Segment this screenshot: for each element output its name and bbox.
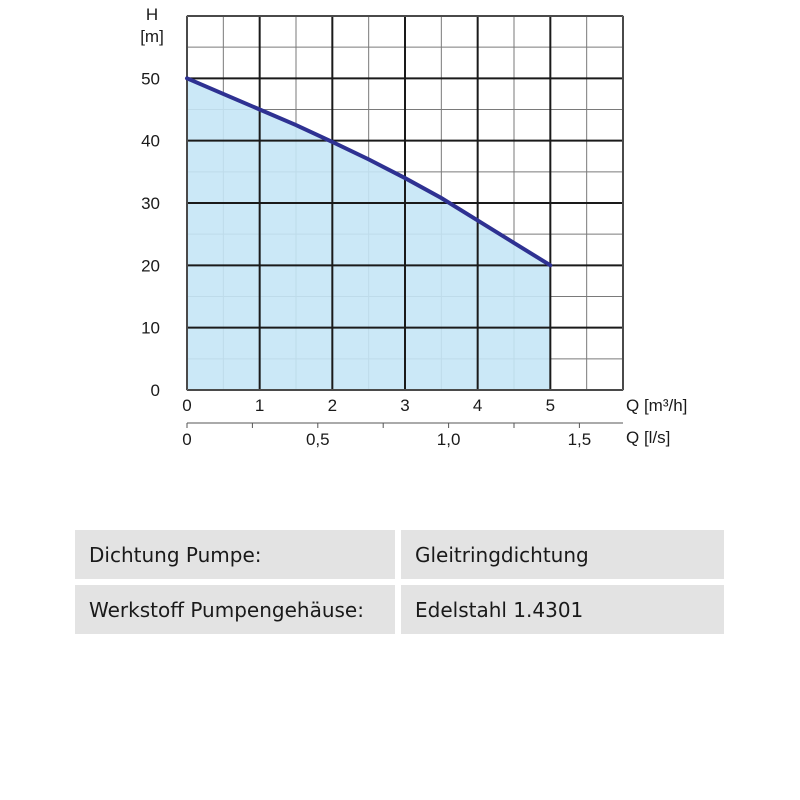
spec-value: Gleitringdichtung [401,530,724,579]
spec-row: Werkstoff Pumpengehäuse: Edelstahl 1.430… [75,585,724,634]
plot-frame [186,15,624,391]
y-tick-label: 20 [141,256,160,275]
spec-label: Dichtung Pumpe: [75,530,395,579]
x-tick-label: 0 [182,396,191,415]
y-axis-unit: [m] [140,27,164,46]
x2-axis-label: Q [l/s] [626,428,670,447]
x-tick-label: 4 [473,396,482,415]
y-tick-label: 50 [141,69,160,88]
spec-row: Dichtung Pumpe: Gleitringdichtung [75,530,724,579]
y-tick-label: 30 [141,194,160,213]
x2-tick-label: 0,5 [306,430,330,449]
grid-major [186,15,624,391]
y-tick-labels: 0 10 20 30 40 50 [141,69,160,400]
y-axis-label: H [146,5,158,24]
x2-axis-ticks [186,423,580,428]
x-tick-label: 3 [400,396,409,415]
spec-value: Edelstahl 1.4301 [401,585,724,634]
x-tick-label: 5 [546,396,555,415]
y-tick-label: 40 [141,132,160,151]
x-tick-label: 1 [255,396,264,415]
x-axis-label: Q [m³/h] [626,396,687,415]
x2-tick-label: 1,0 [437,430,461,449]
y-tick-label: 0 [151,381,160,400]
spec-table: Dichtung Pumpe: Gleitringdichtung Werkst… [75,530,724,640]
x-tick-labels: 0 1 2 3 4 5 [182,396,555,415]
x-tick-label: 2 [328,396,337,415]
curve-area-fill [187,78,551,390]
x2-tick-labels: 0 0,5 1,0 1,5 [182,430,591,449]
curve-line [185,76,553,268]
x2-tick-label: 0 [182,430,191,449]
y-tick-label: 10 [141,319,160,338]
x2-tick-label: 1,5 [568,430,592,449]
spec-label: Werkstoff Pumpengehäuse: [75,585,395,634]
